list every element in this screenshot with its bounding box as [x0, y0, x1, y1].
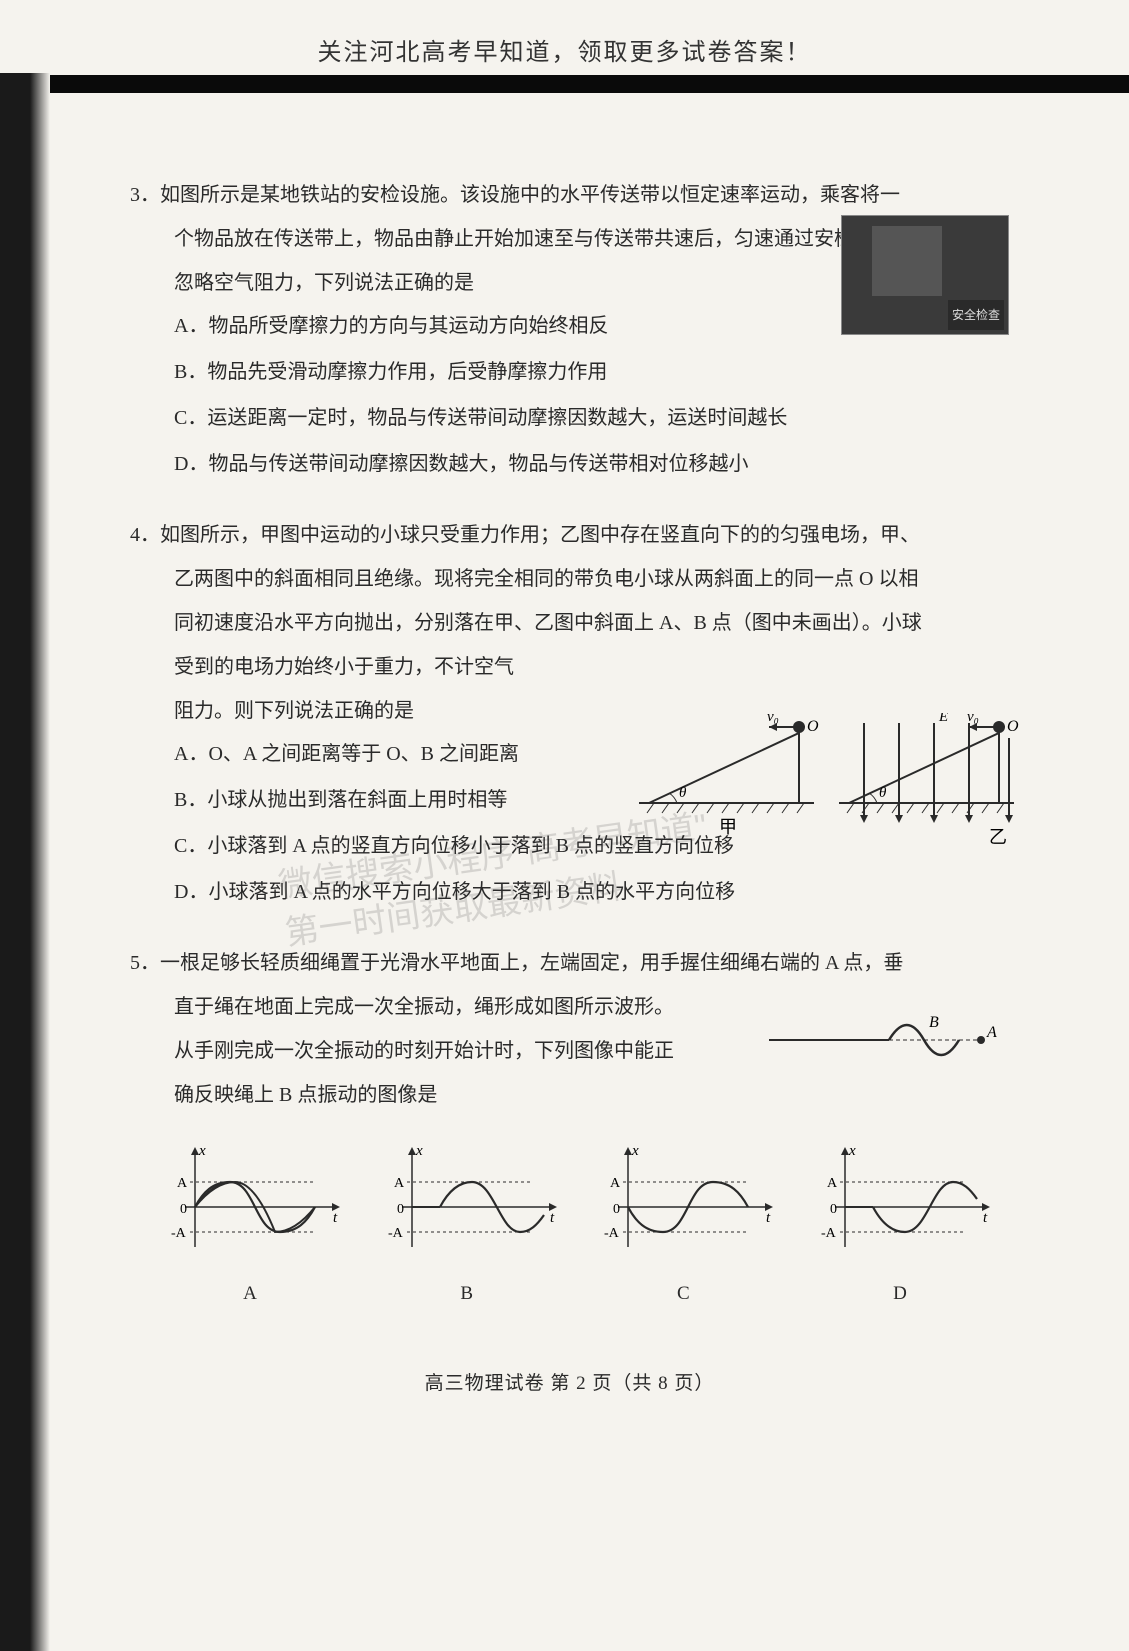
theta-left: θ — [679, 785, 687, 801]
incline-svg: v₀ O θ 甲 v₀ O — [639, 713, 1019, 863]
svg-text:A: A — [394, 1176, 405, 1191]
O-left-label: O — [807, 718, 819, 735]
q4-opt-d: D．小球落到 A 点的水平方向位移大于落到 B 点的水平方向位移 — [174, 871, 1009, 913]
security-scanner-photo: 安全检查 — [841, 215, 1009, 335]
chart-B-label: B — [367, 1273, 567, 1315]
q4-number: 4． — [130, 524, 160, 546]
svg-text:-A: -A — [604, 1226, 620, 1241]
jia-label: 甲 — [719, 817, 737, 837]
chart-D-label: D — [800, 1273, 1000, 1315]
svg-text:0: 0 — [830, 1202, 837, 1217]
q5-number: 5． — [130, 952, 160, 974]
yi-label: 乙 — [989, 827, 1007, 847]
chart-A: x t A 0 -A A — [150, 1137, 350, 1315]
chart-C: x t A 0 -A C — [583, 1137, 783, 1315]
q5-stem1: 一根足够长轻质细绳置于光滑水平地面上，左端固定，用手握住细绳右端的 A 点，垂 — [160, 952, 903, 974]
q3-line1: 3．如图所示是某地铁站的安检设施。该设施中的水平传送带以恒定速率运动，乘客将一 — [130, 173, 1009, 217]
wave-B-label: B — [929, 1014, 939, 1031]
q4-stem3: 同初速度沿水平方向抛出，分别落在甲、乙图中斜面上 A、B 点（图中未画出）。小球 — [130, 601, 1009, 645]
svg-text:t: t — [333, 1210, 338, 1226]
svg-text:θ: θ — [879, 785, 887, 801]
incline-jia: v₀ O θ 甲 — [639, 713, 819, 837]
svg-text:t: t — [983, 1210, 988, 1226]
svg-text:0: 0 — [180, 1202, 187, 1217]
q4-stem4: 受到的电场力始终小于重力，不计空气 — [130, 645, 1009, 689]
q3-stem1: 如图所示是某地铁站的安检设施。该设施中的水平传送带以恒定速率运动，乘客将一 — [160, 184, 900, 206]
svg-text:O: O — [1007, 718, 1019, 735]
question-3: 安全检查 3．如图所示是某地铁站的安检设施。该设施中的水平传送带以恒定速率运动，… — [130, 173, 1009, 485]
exam-page: 关注河北高考早知道，领取更多试卷答案！ 微信搜索小程序"高考早知道" 第一时间获… — [0, 0, 1129, 1651]
chart-B: x t A 0 -A B — [367, 1137, 567, 1315]
incline-figures: v₀ O θ 甲 v₀ O — [639, 713, 1019, 853]
svg-text:x: x — [848, 1143, 856, 1159]
chart-D: x t A 0 -A D — [800, 1137, 1000, 1315]
question-5: 5．一根足够长轻质细绳置于光滑水平地面上，左端固定，用手握住细绳右端的 A 点，… — [130, 941, 1009, 1315]
rope-wave-svg: A B — [759, 1005, 999, 1075]
v0-left-label: v₀ — [767, 713, 779, 725]
chart-C-label: C — [583, 1273, 783, 1315]
scanner-label: 安全检查 — [948, 300, 1004, 330]
wave-A-label: A — [986, 1024, 997, 1041]
content-area: 微信搜索小程序"高考早知道" 第一时间获取最新资料 安全检查 3．如图所示是某地… — [0, 93, 1129, 1445]
q5-line1: 5．一根足够长轻质细绳置于光滑水平地面上，左端固定，用手握住细绳右端的 A 点，… — [130, 941, 1009, 985]
svg-text:t: t — [550, 1210, 555, 1226]
svg-text:t: t — [766, 1210, 771, 1226]
q4-stem2: 乙两图中的斜面相同且绝缘。现将完全相同的带负电小球从两斜面上的同一点 O 以相 — [130, 557, 1009, 601]
q3-opt-b: B．物品先受滑动摩擦力作用，后受静摩擦力作用 — [174, 351, 1009, 393]
svg-text:0: 0 — [613, 1202, 620, 1217]
E-label: E — [938, 713, 948, 725]
svg-text:A: A — [610, 1176, 621, 1191]
svg-text:-A: -A — [171, 1226, 187, 1241]
svg-text:x: x — [198, 1143, 206, 1159]
svg-text:x: x — [415, 1143, 423, 1159]
question-4: 4．如图所示，甲图中运动的小球只受重力作用；乙图中存在竖直向下的的匀强电场，甲、… — [130, 513, 1009, 913]
top-black-bar — [0, 75, 1129, 93]
q4-stem1: 如图所示，甲图中运动的小球只受重力作用；乙图中存在竖直向下的的匀强电场，甲、 — [160, 524, 920, 546]
svg-text:A: A — [827, 1176, 838, 1191]
svg-text:0: 0 — [397, 1202, 404, 1217]
q3-number: 3． — [130, 184, 160, 206]
q3-opt-d: D．物品与传送带间动摩擦因数越大，物品与传送带相对位移越小 — [174, 443, 1009, 485]
incline-yi: v₀ O θ E 乙 — [839, 713, 1019, 847]
chart-A-label: A — [150, 1273, 350, 1315]
svg-text:A: A — [177, 1176, 188, 1191]
scanner-machine — [872, 226, 942, 296]
q5-stem4: 确反映绳上 B 点振动的图像是 — [130, 1073, 1009, 1117]
answer-charts-row: x t A 0 -A A — [150, 1137, 1000, 1315]
header-banner: 关注河北高考早知道，领取更多试卷答案！ — [0, 0, 1129, 75]
rope-wave-figure: A B — [759, 1005, 999, 1075]
page-footer: 高三物理试卷 第 2 页（共 8 页） — [130, 1363, 1009, 1405]
svg-text:-A: -A — [821, 1226, 837, 1241]
svg-text:-A: -A — [388, 1226, 404, 1241]
svg-text:x: x — [631, 1143, 639, 1159]
q3-opt-c: C．运送距离一定时，物品与传送带间动摩擦因数越大，运送时间越长 — [174, 397, 1009, 439]
q4-line1: 4．如图所示，甲图中运动的小球只受重力作用；乙图中存在竖直向下的的匀强电场，甲、 — [130, 513, 1009, 557]
